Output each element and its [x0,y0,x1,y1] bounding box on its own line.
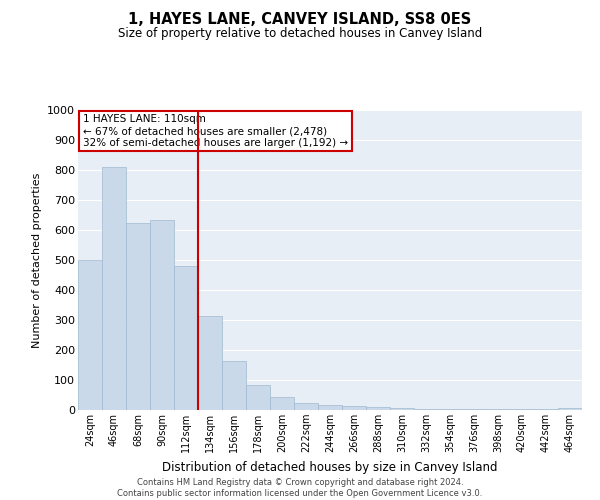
Bar [486,409,510,410]
Bar [558,408,582,410]
Bar [126,222,150,410]
Bar [366,407,390,410]
Bar [294,402,318,410]
Text: 1, HAYES LANE, CANVEY ISLAND, SS8 0ES: 1, HAYES LANE, CANVEY ISLAND, SS8 0ES [128,12,472,28]
Bar [222,360,246,410]
Text: Contains HM Land Registry data © Crown copyright and database right 2024.
Contai: Contains HM Land Registry data © Crown c… [118,478,482,498]
Y-axis label: Number of detached properties: Number of detached properties [32,172,41,348]
Bar [318,404,342,410]
Text: Size of property relative to detached houses in Canvey Island: Size of property relative to detached ho… [118,28,482,40]
Bar [342,406,366,410]
Bar [510,408,534,410]
Bar [102,167,126,410]
Bar [270,396,294,410]
Bar [78,260,102,410]
Bar [438,408,462,410]
Bar [534,409,558,410]
Bar [390,408,414,410]
Bar [150,220,174,410]
Bar [174,266,198,410]
X-axis label: Distribution of detached houses by size in Canvey Island: Distribution of detached houses by size … [162,460,498,473]
Bar [462,409,486,410]
Bar [198,316,222,410]
Bar [246,386,270,410]
Text: 1 HAYES LANE: 110sqm
← 67% of detached houses are smaller (2,478)
32% of semi-de: 1 HAYES LANE: 110sqm ← 67% of detached h… [83,114,348,148]
Bar [414,408,438,410]
